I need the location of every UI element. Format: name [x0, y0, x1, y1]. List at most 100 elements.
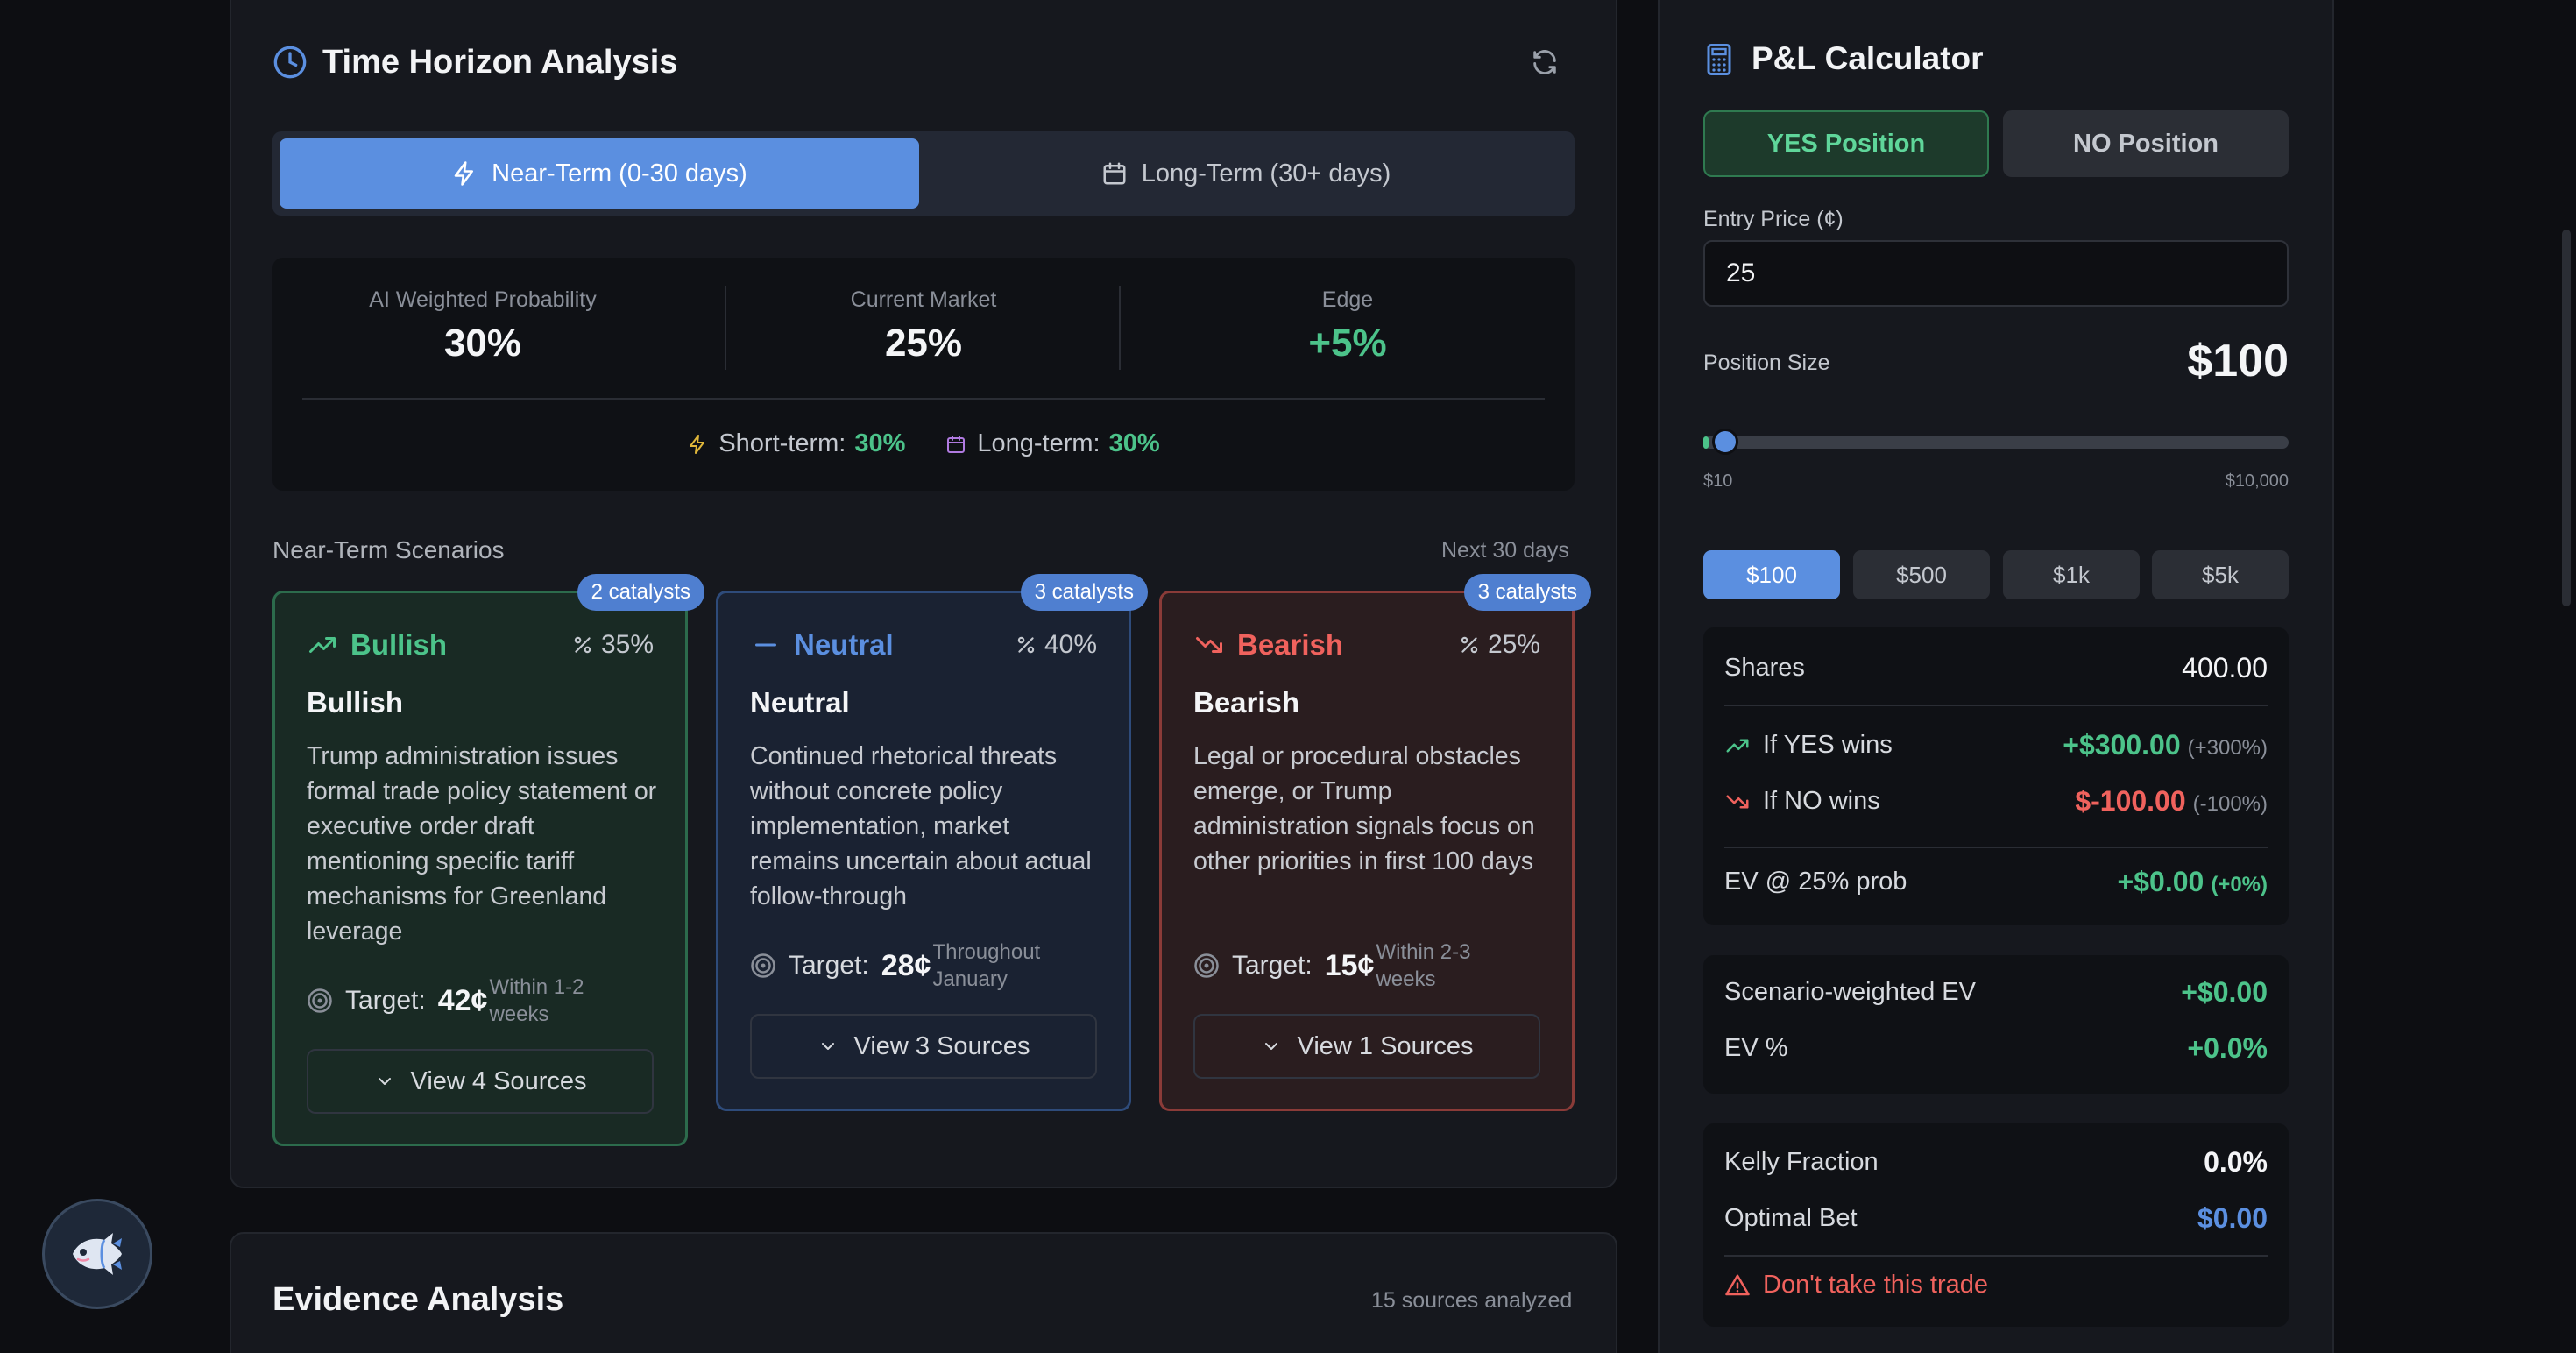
view-sources-label: View 3 Sources: [853, 1031, 1030, 1060]
yes-wins-value: +$300.00: [2063, 729, 2181, 761]
yes-wins-row: If YES wins +$300.00 (+300%): [1724, 729, 2268, 762]
target-window: Within 2-3 weeks: [1376, 940, 1471, 991]
view-sources-button[interactable]: View 4 Sources: [307, 1049, 654, 1114]
scenario-card-bearish: 3 catalysts Bearish 25% Bearish Legal or…: [1159, 574, 1591, 1111]
trending-down-icon: [1726, 795, 1749, 808]
optimal-bet-label: Optimal Bet: [1724, 1204, 1858, 1232]
kelly-value: 0.0%: [2204, 1146, 2268, 1178]
ev-label: EV @ 25% prob: [1724, 868, 1907, 896]
divider: [1724, 847, 2268, 848]
optimal-bet-row: Optimal Bet $0.00: [1724, 1202, 2268, 1235]
term-probabilities: Short-term: 30% Long-term: 30%: [272, 429, 1575, 458]
trending-up-icon: [309, 637, 336, 653]
edge-label: Edge: [1321, 287, 1374, 312]
slider-thumb[interactable]: [1712, 429, 1738, 455]
tab-near-term[interactable]: Near-Term (0-30 days): [280, 138, 919, 209]
ai-probability-stat: AI Weighted Probability 30%: [299, 287, 667, 365]
catalysts-badge: 3 catalysts: [1020, 574, 1148, 611]
short-term-label: Short-term:: [718, 429, 846, 457]
ev-row: EV @ 25% prob +$0.00 (+0%): [1724, 866, 2268, 898]
target-value: 28¢: [881, 948, 931, 982]
scenarios-window: Next 30 days: [1441, 538, 1569, 563]
slider-fill: [1703, 436, 1709, 449]
no-wins-row: If NO wins $-100.00 (-100%): [1724, 785, 2268, 818]
divider: [1724, 705, 2268, 706]
ev-percent-value: +0.0%: [2187, 1032, 2268, 1064]
divider: [1119, 286, 1121, 370]
scenario-probability: 35%: [571, 630, 654, 660]
slider-max-label: $10,000: [2225, 471, 2289, 491]
yes-position-button[interactable]: YES Position: [1703, 110, 1989, 177]
calendar-icon: [947, 435, 966, 453]
long-term-label: Long-term:: [977, 429, 1100, 457]
scenario-title: Bullish: [307, 686, 404, 719]
clock-icon: [273, 46, 307, 79]
scenario-kind-label: Neutral: [794, 628, 894, 661]
scenario-card-bullish: 2 catalysts Bullish 35% Bullish Trump ad…: [272, 574, 704, 1146]
target-label: Target:: [345, 986, 426, 1015]
position-size-value: $100: [2187, 336, 2289, 386]
ev-value: +$0.00: [2117, 866, 2204, 897]
quick-amount-5k-button[interactable]: $5k: [2152, 550, 2289, 599]
entry-price-input[interactable]: [1703, 240, 2289, 307]
minus-icon: [755, 643, 776, 647]
quick-amount-1k-button[interactable]: $1k: [2003, 550, 2140, 599]
catalysts-badge: 2 catalysts: [577, 574, 704, 611]
percent-icon: [1017, 636, 1035, 654]
tab-near-term-label: Near-Term (0-30 days): [492, 159, 747, 188]
kelly-row: Kelly Fraction 0.0%: [1724, 1146, 2268, 1179]
tab-long-term[interactable]: Long-Term (30+ days): [924, 138, 1568, 209]
position-size-slider[interactable]: [1703, 436, 2289, 449]
lightning-icon: [690, 434, 705, 454]
fish-mascot-icon: [73, 1233, 122, 1275]
page-scrollbar[interactable]: [2562, 230, 2571, 606]
target-label: Target:: [1232, 951, 1313, 980]
quick-amount-100-button[interactable]: $100: [1703, 550, 1840, 599]
quick-amount-500-button[interactable]: $500: [1853, 550, 1990, 599]
warning-icon: [1725, 1274, 1750, 1295]
edge-stat: Edge +5%: [1164, 287, 1532, 365]
trade-warning: Don't take this trade: [1724, 1271, 2268, 1300]
shares-label: Shares: [1724, 654, 1805, 682]
scenario-kind: Neutral: [750, 628, 894, 662]
target-icon: [751, 953, 775, 978]
target-value: 15¢: [1324, 948, 1375, 982]
scenario-probability: 25%: [1458, 630, 1540, 660]
percent-icon: [1461, 636, 1478, 654]
divider: [302, 398, 1545, 400]
view-sources-button[interactable]: View 1 Sources: [1193, 1014, 1540, 1079]
long-term-item: Long-term: 30%: [945, 429, 1160, 458]
no-position-button[interactable]: NO Position: [2003, 110, 2289, 177]
trending-up-icon: [1726, 739, 1749, 752]
scenario-probability-value: 40%: [1044, 630, 1097, 659]
refresh-icon[interactable]: [1530, 47, 1560, 77]
probability-summary: AI Weighted Probability 30% Current Mark…: [272, 258, 1575, 491]
view-sources-label: View 4 Sources: [410, 1066, 587, 1095]
ai-probability-label: AI Weighted Probability: [369, 287, 597, 312]
market-stat: Current Market 25%: [740, 287, 1108, 365]
catalysts-badge: 3 catalysts: [1463, 574, 1591, 611]
payoff-summary: Shares 400.00 If YES wins +$300.00 (+300%…: [1703, 627, 2289, 925]
scenario-probability: 40%: [1015, 630, 1097, 660]
tab-long-term-label: Long-Term (30+ days): [1141, 159, 1391, 188]
assistant-button[interactable]: [42, 1199, 152, 1309]
ev-pct: (+0%): [2211, 873, 2268, 896]
scenario-card-neutral: 3 catalysts Neutral 40% Neutral Continue…: [716, 574, 1148, 1111]
target-window: Throughout January: [932, 940, 1041, 991]
no-wins-label: If NO wins: [1763, 787, 1880, 815]
shares-row: Shares 400.00: [1724, 652, 2268, 684]
no-wins-pct: (-100%): [2192, 792, 2268, 816]
scenario-kind: Bullish: [307, 628, 447, 662]
entry-price-label: Entry Price (¢): [1703, 207, 1844, 231]
section-title: Time Horizon Analysis: [322, 44, 678, 81]
view-sources-button[interactable]: View 3 Sources: [750, 1014, 1097, 1079]
kelly-label: Kelly Fraction: [1724, 1148, 1879, 1176]
chevron-down-icon: [378, 1078, 391, 1085]
scenario-target: Target: 15¢ Within 2-3 weeks: [1193, 939, 1546, 993]
position-size-label: Position Size: [1703, 351, 1830, 375]
target-value: 42¢: [437, 983, 488, 1017]
ev-percent-row: EV % +0.0%: [1724, 1032, 2268, 1065]
ev-percent-label: EV %: [1724, 1034, 1788, 1062]
scenario-probability-value: 25%: [1487, 630, 1540, 659]
scenario-target: Target: 42¢ Within 1-2 weeks: [307, 974, 659, 1028]
